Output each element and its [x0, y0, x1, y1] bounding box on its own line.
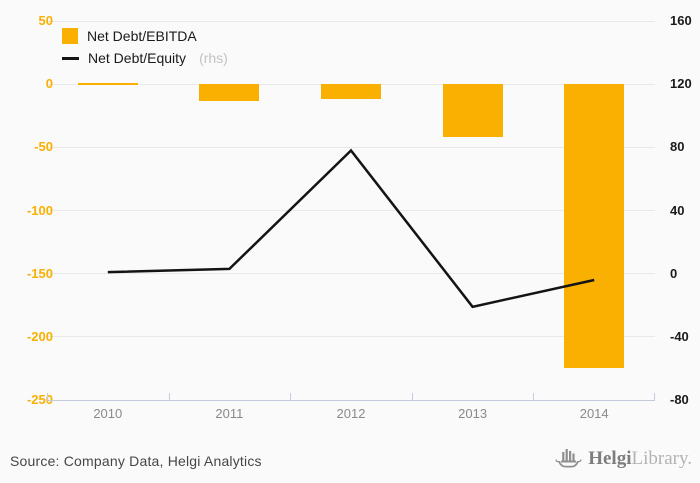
right-axis-tick-label: 40 — [670, 202, 685, 218]
gridline — [47, 336, 655, 338]
helgi-ship-icon — [555, 449, 582, 468]
x-axis-category-label: 2012 — [336, 406, 366, 421]
right-axis-tick-label: -40 — [670, 328, 689, 344]
left-axis-tick-label: 50 — [38, 13, 53, 28]
line-series-swatch-icon — [62, 56, 79, 60]
x-axis-category-label: 2010 — [93, 406, 123, 421]
bar-net-debt-ebitda-2011[interactable] — [199, 84, 260, 101]
helgi-library-logo[interactable]: HelgiLibrary. — [555, 446, 692, 472]
gridline — [47, 146, 655, 148]
left-axis-tick-label: -100 — [26, 202, 53, 218]
left-axis-tick-label: -200 — [26, 328, 53, 344]
logo-wordmark: HelgiLibrary. — [588, 448, 692, 470]
right-axis-tick-label: 160 — [670, 13, 692, 28]
x-axis-tick — [411, 393, 413, 400]
legend-rhs-note: (rhs) — [199, 50, 228, 66]
right-axis-tick-label: 120 — [670, 76, 692, 92]
bar-net-debt-ebitda-2014[interactable] — [564, 84, 625, 369]
x-axis-tick — [290, 393, 292, 400]
legend-item-net-debt-equity[interactable]: Net Debt/Equity (rhs) — [62, 50, 228, 66]
gridline — [47, 20, 655, 22]
left-axis-tick-label: 0 — [45, 76, 53, 92]
legend-label: Net Debt/EBITDA — [87, 28, 197, 44]
bar-series-swatch-icon — [62, 28, 78, 44]
x-axis-category-label: 2014 — [579, 406, 609, 421]
source-caption: Source: Company Data, Helgi Analytics — [10, 453, 262, 469]
legend: Net Debt/EBITDA Net Debt/Equity (rhs) — [62, 28, 228, 66]
x-axis-tick — [533, 393, 535, 400]
x-axis-line — [47, 400, 655, 401]
bar-net-debt-ebitda-2012[interactable] — [321, 84, 381, 100]
logo-text-library: Library. — [631, 448, 693, 469]
x-axis-edge-tick — [654, 393, 655, 400]
right-axis-tick-label: 80 — [670, 139, 685, 155]
left-axis-tick-label: -250 — [26, 392, 53, 407]
bar-net-debt-ebitda-2013[interactable] — [442, 84, 503, 138]
logo-text-helgi: Helgi — [588, 448, 632, 469]
right-axis-tick-label: 0 — [670, 265, 678, 281]
legend-label: Net Debt/Equity — [88, 50, 187, 66]
x-axis-tick — [168, 393, 170, 400]
left-axis-tick-label: -50 — [34, 139, 53, 155]
left-axis-tick-label: -150 — [26, 265, 53, 281]
legend-item-net-debt-ebitda[interactable]: Net Debt/EBITDA — [62, 28, 228, 44]
x-axis-category-label: 2011 — [215, 406, 244, 421]
right-axis-tick-label: -80 — [670, 392, 689, 407]
x-axis-edge-tick — [47, 393, 48, 400]
x-axis-category-label: 2013 — [458, 406, 488, 421]
bar-net-debt-ebitda-2010[interactable] — [77, 83, 138, 86]
